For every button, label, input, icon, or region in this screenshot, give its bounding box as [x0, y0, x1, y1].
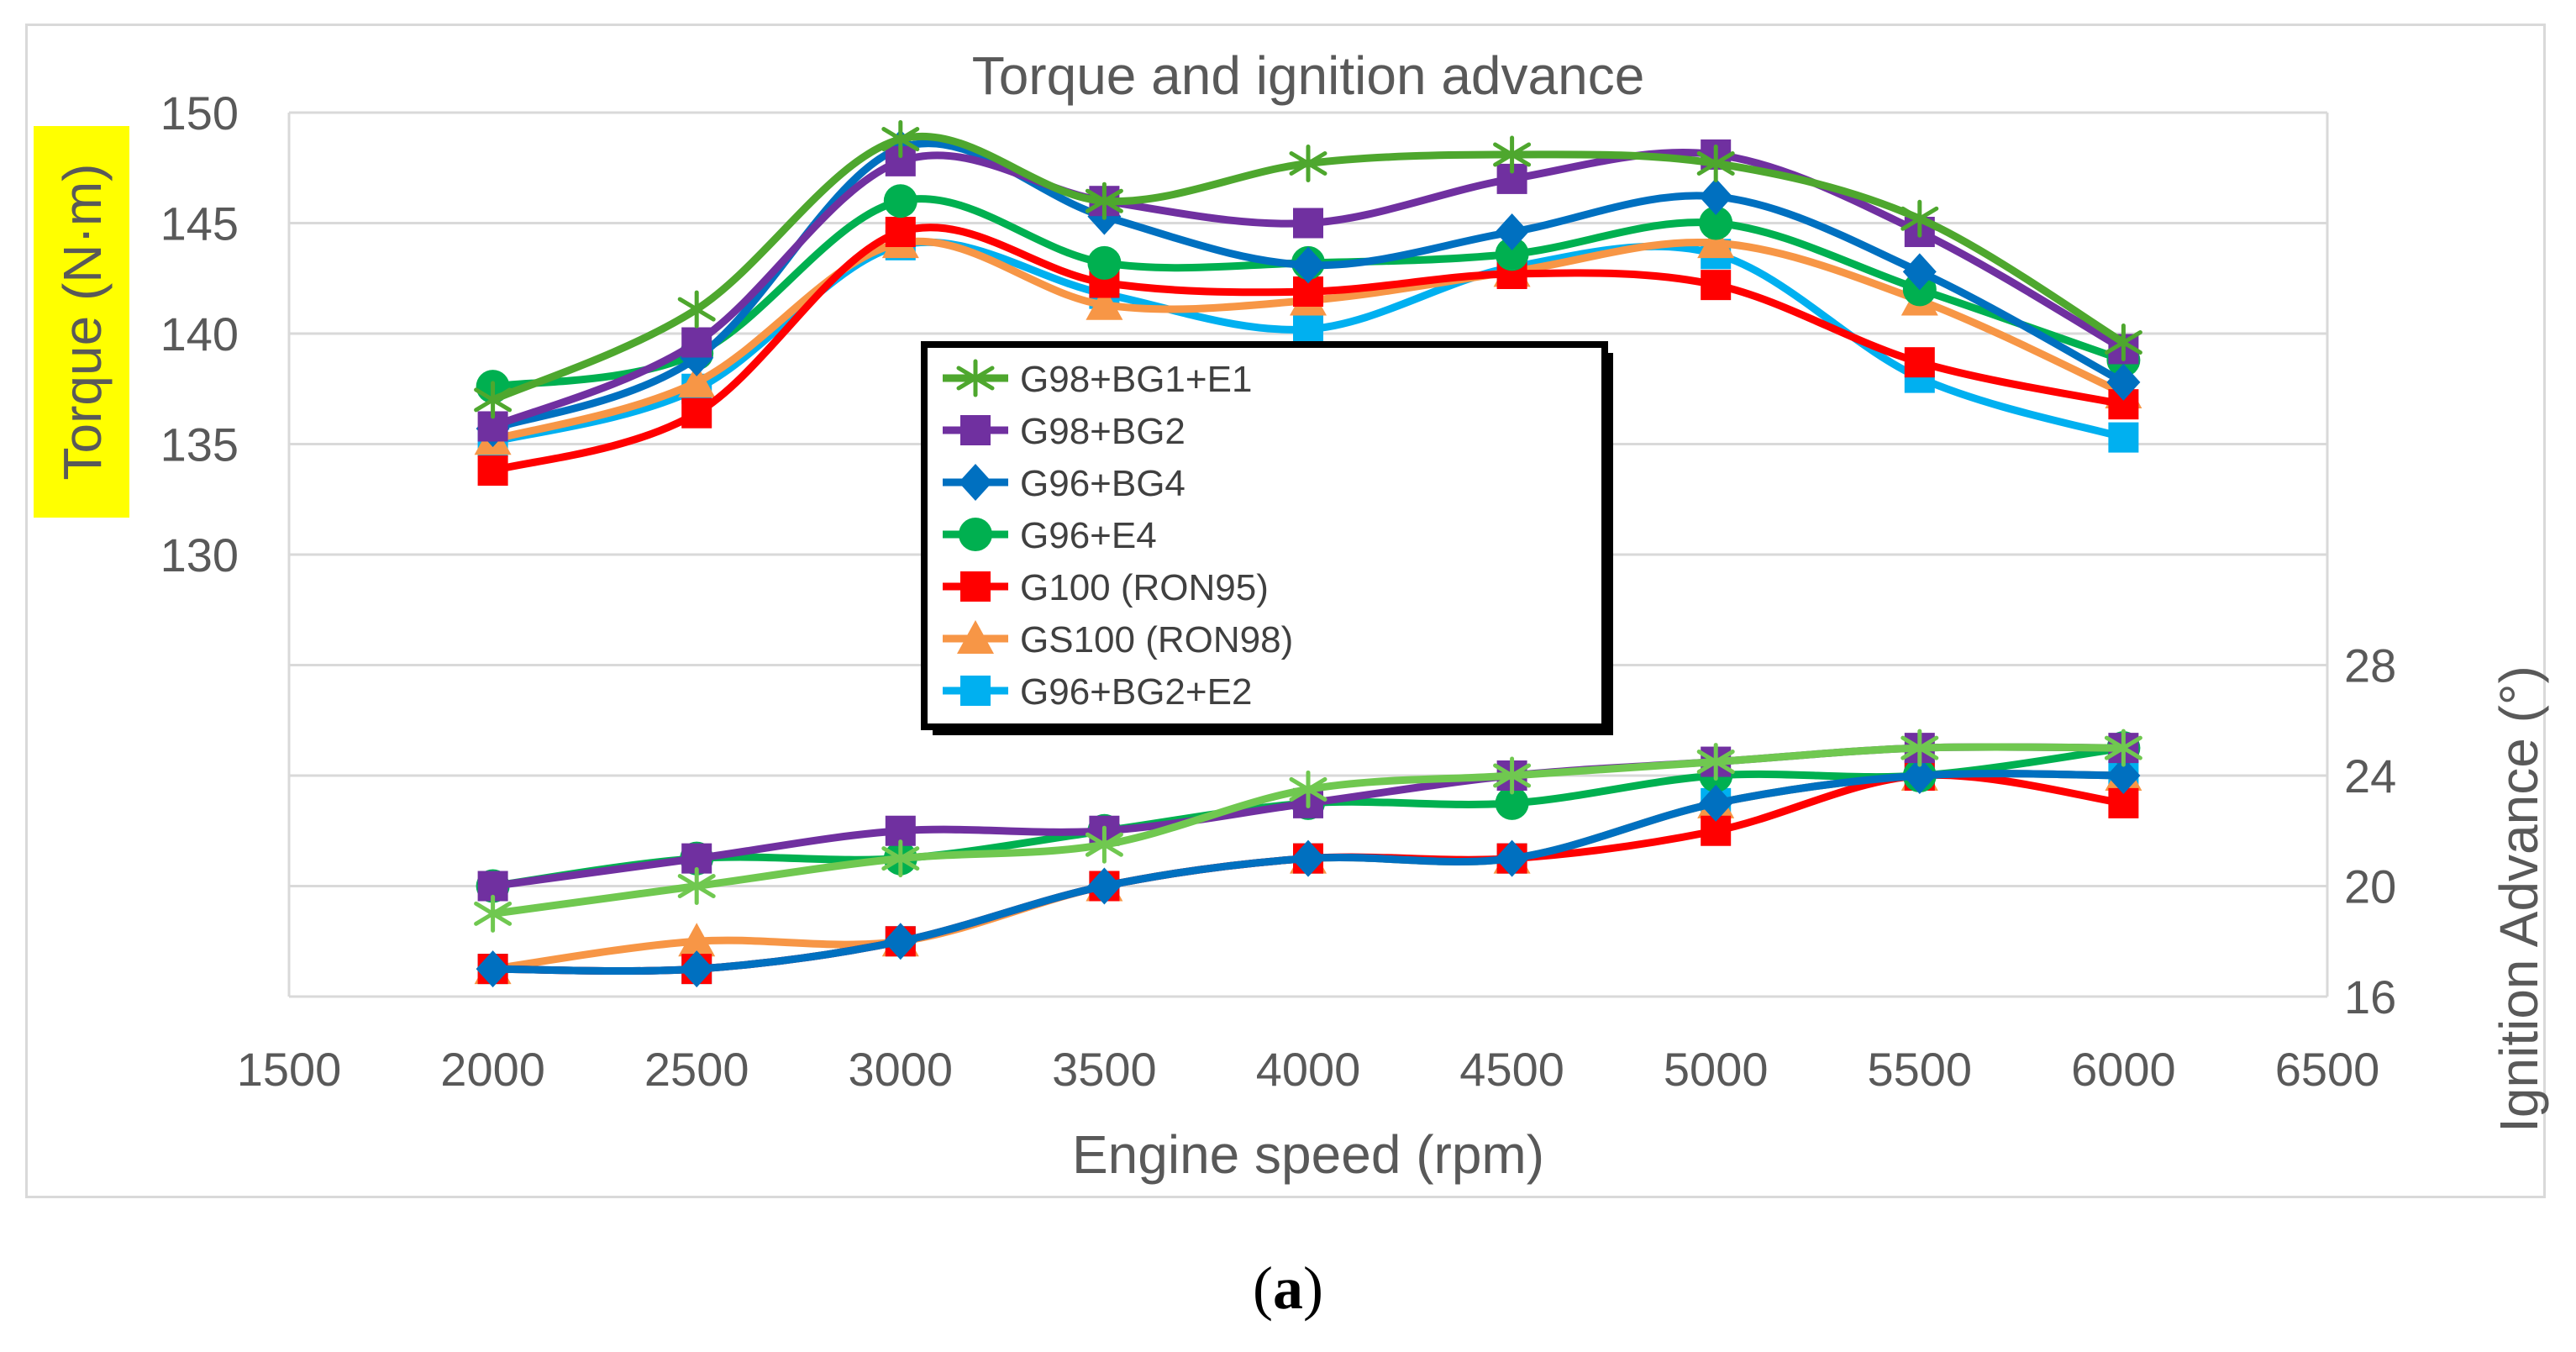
- chart-frame: [25, 24, 2546, 1198]
- figure-caption: (a): [1253, 1255, 1323, 1322]
- x-tick-label: 5500: [1868, 1043, 1973, 1096]
- advance-point: [1493, 756, 1532, 795]
- torque-point: [1087, 245, 1122, 280]
- grid: [289, 111, 2327, 998]
- advance-point: [2106, 757, 2141, 794]
- torque-point: [885, 217, 916, 248]
- y-left-tick-label: 140: [160, 308, 239, 360]
- legend-marker: [956, 359, 995, 397]
- advance-point: [1696, 743, 1735, 781]
- torque-point: [1696, 144, 1735, 182]
- torque-point: [1293, 313, 1323, 345]
- advance-point: [1087, 867, 1122, 905]
- legend: G98+BG1+E1 G98+BG2 G96+BG4 G96+E4 G100 (RON9…: [921, 341, 1613, 735]
- chart-title: Torque and ignition advance: [972, 45, 1645, 106]
- advance-point: [2104, 729, 2142, 767]
- chart: Torque and ignition advance 1500 2000 2500 3…: [34, 45, 2549, 1185]
- advance-point: [1699, 784, 1733, 822]
- advance-point: [1085, 825, 1123, 864]
- torque-point: [1904, 347, 1935, 378]
- x-tick-label: 6500: [2275, 1043, 2380, 1096]
- y-left-label-highlight: [34, 126, 129, 518]
- torque-point: [1293, 208, 1323, 239]
- torque-line: [491, 132, 2126, 404]
- axes: Torque and ignition advance 1500 2000 2500 3…: [34, 45, 2549, 1185]
- legend-marker: [960, 676, 991, 706]
- torque-point: [1699, 177, 1733, 215]
- advance-point: [1902, 757, 1937, 794]
- advance-point: [677, 867, 716, 905]
- torque-point: [883, 184, 917, 218]
- y-right-tick-label: 28: [2344, 639, 2396, 692]
- torque-point: [681, 397, 712, 429]
- legend-label: G96+BG2+E2: [1020, 671, 1252, 713]
- torque-point: [477, 455, 508, 487]
- x-tick-label: 2500: [644, 1043, 749, 1096]
- legend-label: G96+E4: [1020, 515, 1157, 556]
- torque-point: [1495, 213, 1529, 251]
- torque-point: [1289, 144, 1327, 182]
- y-axis-right-label: Ignition Advance (°): [2489, 665, 2549, 1133]
- torque-point: [678, 363, 716, 397]
- torque-point: [474, 381, 513, 419]
- torque-point: [1697, 224, 1735, 259]
- x-tick-label: 1500: [237, 1043, 342, 1096]
- torque-point: [681, 327, 712, 358]
- y-right-tick-label: 20: [2344, 860, 2396, 913]
- y-left-tick-label: 145: [160, 197, 239, 250]
- legend-label: G98+BG1+E1: [1020, 359, 1252, 400]
- advance-point: [1900, 729, 1939, 767]
- legend-label: G96+BG4: [1020, 463, 1185, 504]
- advance-point: [678, 923, 716, 957]
- advance-point: [474, 894, 513, 933]
- advance-point: [680, 950, 714, 988]
- torque-point: [1699, 206, 1733, 240]
- legend-marker: [960, 571, 991, 602]
- x-tick-label: 4000: [1256, 1043, 1361, 1096]
- legend-label: G98+BG2: [1020, 411, 1185, 452]
- torque-point: [677, 290, 716, 329]
- advance-point: [1291, 839, 1325, 877]
- legend-box: [921, 341, 1608, 730]
- y-right-tick-label: 24: [2344, 750, 2396, 802]
- legend-label: G100 (RON95): [1020, 567, 1269, 608]
- advance-point: [1289, 770, 1327, 808]
- torque-point: [1493, 135, 1532, 174]
- torque-point: [2108, 422, 2139, 453]
- torque-point: [2106, 363, 2141, 401]
- x-tick-label: 4500: [1459, 1043, 1564, 1096]
- advance-point: [881, 839, 920, 878]
- y-axis-left-label: Torque (N·m): [52, 164, 113, 481]
- advance-point: [1495, 786, 1529, 820]
- advance-point: [883, 923, 917, 960]
- torque-point: [881, 120, 920, 159]
- torque-point: [1902, 253, 1937, 291]
- torque-point: [1495, 237, 1529, 271]
- y-right-tick-label: 16: [2344, 971, 2396, 1023]
- torque-point: [1701, 270, 1732, 301]
- y-left-tick-label: 130: [160, 529, 239, 581]
- legend-marker: [960, 415, 991, 445]
- torque-point: [1085, 181, 1123, 220]
- advance-point: [476, 950, 510, 988]
- x-tick-label: 3000: [849, 1043, 954, 1096]
- x-tick-label: 5000: [1664, 1043, 1769, 1096]
- plot-area: [474, 120, 2142, 988]
- torque-point: [1291, 246, 1325, 284]
- legend-marker: [959, 518, 992, 551]
- torque-point: [1086, 286, 1123, 320]
- x-axis-label: Engine speed (rpm): [1072, 1124, 1544, 1185]
- legend-marker: [959, 464, 992, 501]
- y-left-tick-label: 135: [160, 418, 239, 471]
- legend-marker: [957, 620, 994, 654]
- x-tick-label: 6000: [2071, 1043, 2176, 1096]
- y-left-tick-label: 150: [160, 87, 239, 139]
- torque-point: [1900, 199, 1939, 238]
- torque-point: [2104, 324, 2142, 362]
- x-tick-label: 3500: [1052, 1043, 1157, 1096]
- advance-point: [1495, 839, 1529, 877]
- series-g98-bg1-e1: [474, 120, 2142, 933]
- x-tick-label: 2000: [440, 1043, 545, 1096]
- legend-label: GS100 (RON98): [1020, 619, 1293, 660]
